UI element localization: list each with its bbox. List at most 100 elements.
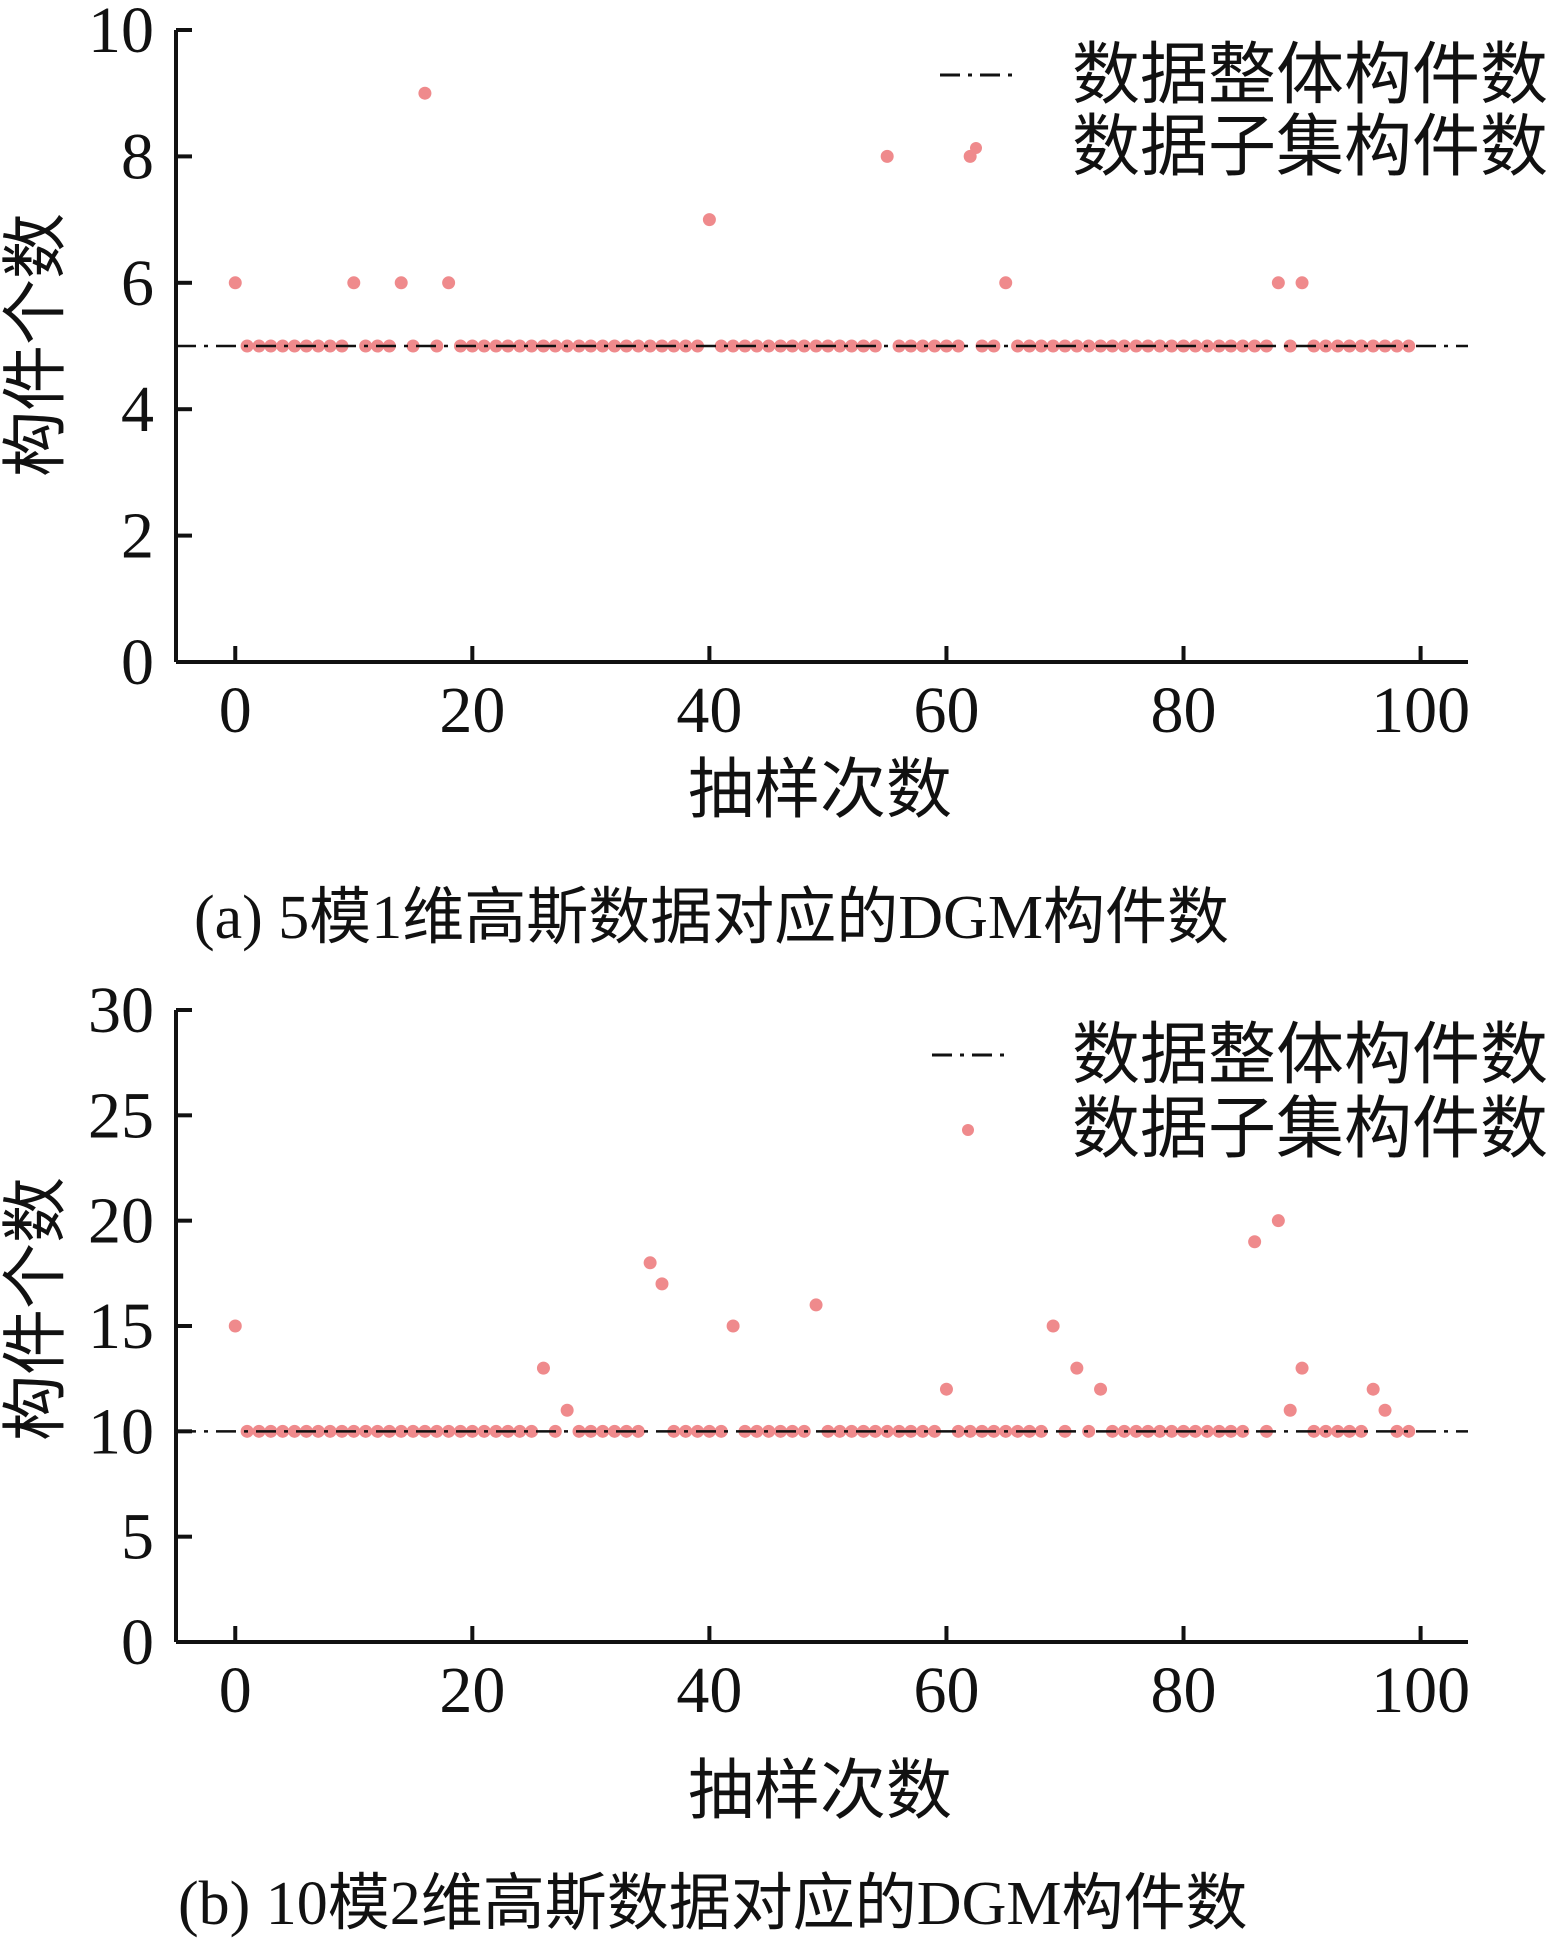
data-point xyxy=(1295,276,1309,290)
data-point xyxy=(1366,339,1380,353)
data-point xyxy=(1354,339,1368,353)
y-tick-label: 10 xyxy=(88,0,154,67)
data-point xyxy=(1248,1235,1262,1249)
data-point xyxy=(430,1424,444,1438)
y-tick-label: 15 xyxy=(88,1290,154,1363)
x-tick-label: 80 xyxy=(1151,674,1217,747)
data-point xyxy=(833,339,847,353)
data-point xyxy=(288,1424,302,1438)
x-tick-label: 0 xyxy=(219,674,252,747)
data-point xyxy=(1165,1424,1179,1438)
data-point xyxy=(1082,1424,1096,1438)
data-point xyxy=(655,1277,669,1291)
data-point xyxy=(1070,1361,1084,1375)
data-point xyxy=(880,149,894,163)
data-point xyxy=(323,339,337,353)
data-point xyxy=(442,1424,456,1438)
scatter-chart-b: 0 5 10 15 20 25 30 0 20 40 60 80 100 构件个数 抽样次数 数据整体构… xyxy=(0,974,1548,1938)
data-point xyxy=(833,1424,847,1438)
data-point xyxy=(963,1424,977,1438)
data-point xyxy=(276,339,290,353)
caption-b: (b) 10模2维高斯数据对应的DGM构件数 xyxy=(178,1870,1247,1938)
y-tick-label: 6 xyxy=(121,247,154,320)
data-point xyxy=(702,213,716,227)
legend: 数据整体构件数 数据子集构件数 xyxy=(940,36,1548,187)
legend-label-points: 数据子集构件数 xyxy=(1072,108,1548,187)
data-point xyxy=(916,339,930,353)
data-point xyxy=(1390,339,1404,353)
data-point xyxy=(1236,1424,1250,1438)
legend-label-line: 数据整体构件数 xyxy=(1072,36,1548,115)
data-point xyxy=(631,339,645,353)
data-point xyxy=(714,1424,728,1438)
data-point xyxy=(525,339,539,353)
data-point xyxy=(513,1424,527,1438)
data-point xyxy=(394,1424,408,1438)
plot-area: 0 5 10 15 20 25 30 0 20 40 60 80 100 xyxy=(88,974,1470,1727)
data-point xyxy=(323,1424,337,1438)
data-point xyxy=(525,1424,539,1438)
x-tick-label: 60 xyxy=(913,674,979,747)
data-point xyxy=(311,339,325,353)
data-point xyxy=(1271,1214,1285,1228)
data-point xyxy=(726,1319,740,1333)
data-point xyxy=(750,339,764,353)
data-point xyxy=(596,339,610,353)
y-tick-label: 20 xyxy=(88,1185,154,1258)
data-point xyxy=(951,339,965,353)
x-tick-label: 100 xyxy=(1371,1654,1470,1727)
data-point xyxy=(1402,1424,1416,1438)
data-point xyxy=(1082,339,1096,353)
data-point xyxy=(928,339,942,353)
data-point xyxy=(714,339,728,353)
data-point xyxy=(845,1424,859,1438)
x-tick-label: 40 xyxy=(676,1654,742,1727)
data-point xyxy=(643,339,657,353)
data-point xyxy=(1354,1424,1368,1438)
x-tick-label: 100 xyxy=(1371,674,1470,747)
data-point xyxy=(1153,339,1167,353)
data-point xyxy=(430,339,444,353)
data-point xyxy=(596,1424,610,1438)
data-point xyxy=(347,276,361,290)
chart-panel-a: 0 2 4 6 8 10 0 20 40 60 80 100 构件个数 抽样次数 数据整体构件数 数据… xyxy=(0,0,1552,970)
data-point xyxy=(1283,1403,1297,1417)
y-tick-label: 0 xyxy=(121,626,154,699)
data-point xyxy=(560,1403,574,1417)
legend: 数据整体构件数 数据子集构件数 xyxy=(932,1016,1548,1169)
legend-point-swatch xyxy=(970,142,982,154)
legend-label-points: 数据子集构件数 xyxy=(1072,1090,1548,1169)
data-point xyxy=(951,1424,965,1438)
y-tick-label: 4 xyxy=(121,373,154,446)
data-point xyxy=(1295,1361,1309,1375)
data-point xyxy=(1034,339,1048,353)
y-tick-label: 30 xyxy=(88,974,154,1047)
data-point xyxy=(1046,339,1060,353)
data-point xyxy=(928,1424,942,1438)
data-point xyxy=(536,1361,550,1375)
chart-panel-b: 0 5 10 15 20 25 30 0 20 40 60 80 100 构件个数 抽样次数 数据整体构… xyxy=(0,970,1552,1941)
y-tick-label: 0 xyxy=(121,1606,154,1679)
data-point xyxy=(999,276,1013,290)
data-point xyxy=(608,1424,622,1438)
legend-label-line: 数据整体构件数 xyxy=(1072,1016,1548,1095)
x-tick-label: 40 xyxy=(676,674,742,747)
data-point xyxy=(228,276,242,290)
data-point xyxy=(916,1424,930,1438)
x-tick-label: 60 xyxy=(913,1654,979,1727)
x-tick-label: 80 xyxy=(1151,1654,1217,1727)
data-point xyxy=(311,1424,325,1438)
y-tick-label: 5 xyxy=(121,1501,154,1574)
data-point xyxy=(406,339,420,353)
data-point xyxy=(228,1319,242,1333)
data-point xyxy=(1094,1382,1108,1396)
data-point xyxy=(1034,1424,1048,1438)
data-point xyxy=(809,1298,823,1312)
data-point xyxy=(726,339,740,353)
data-point xyxy=(631,1424,645,1438)
data-point xyxy=(1248,339,1262,353)
data-point xyxy=(1046,1319,1060,1333)
data-point xyxy=(418,86,432,100)
